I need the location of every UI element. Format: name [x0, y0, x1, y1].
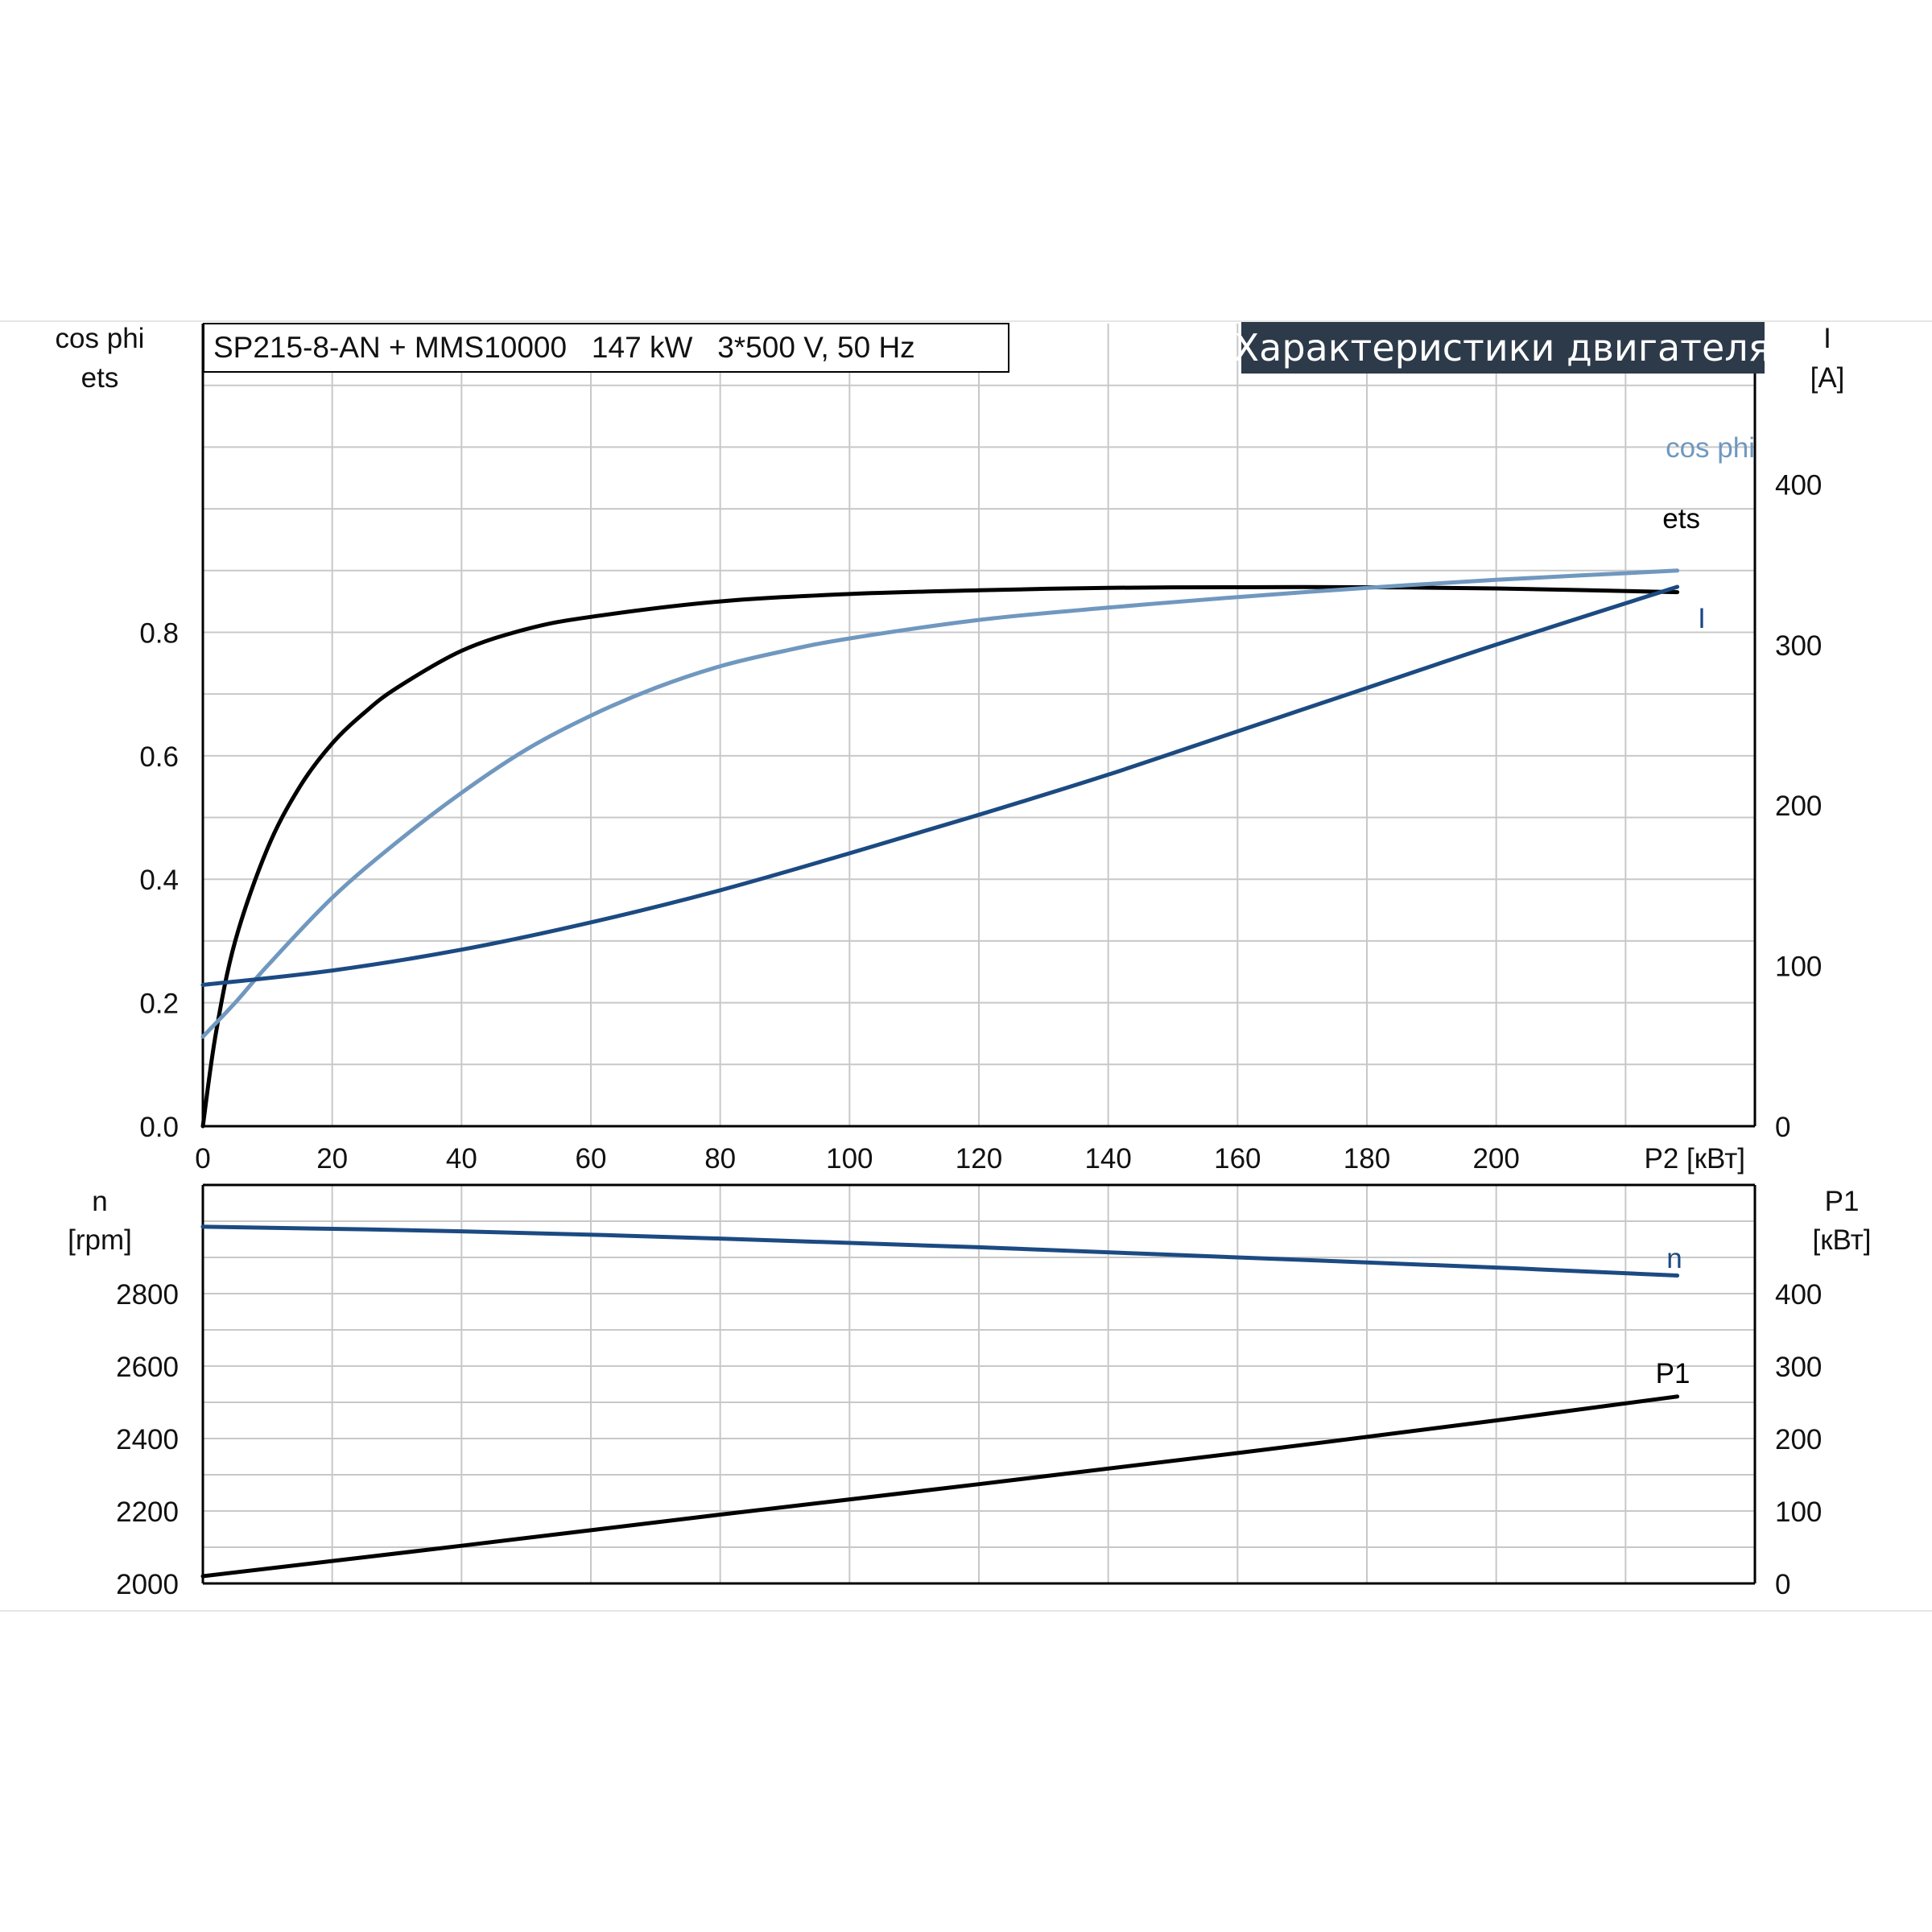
- upper-panel-curves: ets cos phi I: [200, 432, 1755, 1129]
- x-axis-tick-labels: 0 20 40 60 80 100 120 140 160 180 200: [195, 1143, 1520, 1174]
- upper-right-tick-label: 300: [1775, 630, 1822, 662]
- upper-left-tick-labels: 0.0 0.2 0.4 0.6 0.8: [139, 617, 179, 1143]
- lower-right-tick-label: 200: [1775, 1424, 1822, 1455]
- subtitle-badge: [1241, 322, 1765, 374]
- upper-left-tick-label: 0.4: [139, 865, 179, 896]
- curve-i: [200, 584, 1680, 987]
- x-tick-label: 100: [826, 1143, 873, 1174]
- title-box: [203, 323, 1009, 373]
- lower-right-tick-label: 400: [1775, 1279, 1822, 1311]
- lower-left-tick-label: 2000: [116, 1569, 179, 1600]
- x-axis-label: P2 [кВт]: [1644, 1143, 1745, 1174]
- x-tick-label: 80: [704, 1143, 736, 1174]
- lower-right-tick-label: 100: [1775, 1496, 1822, 1528]
- upper-right-tick-label: 400: [1775, 469, 1822, 501]
- x-tick-label: 180: [1344, 1143, 1390, 1174]
- x-tick-label: 20: [316, 1143, 348, 1174]
- lower-left-axis-label-1: n: [92, 1186, 107, 1217]
- lower-panel-curves: n P1: [200, 1224, 1690, 1579]
- upper-left-tick-label: 0.8: [139, 617, 179, 649]
- upper-panel-grid: [202, 324, 1755, 1126]
- x-tick-label: 120: [956, 1143, 1002, 1174]
- upper-right-tick-label: 100: [1775, 952, 1822, 983]
- lower-right-axis-label-1: P1: [1825, 1186, 1860, 1217]
- chart-title: SP215-8-AN + MMS10000 147 kW 3*500 V, 50…: [213, 331, 915, 364]
- x-tick-label: 140: [1084, 1143, 1131, 1174]
- x-tick-label: 40: [446, 1143, 477, 1174]
- x-tick-label: 160: [1214, 1143, 1261, 1174]
- curve-label-n: n: [1666, 1243, 1682, 1274]
- upper-right-axis-label-2: [A]: [1810, 362, 1845, 394]
- curve-cos-phi: [200, 568, 1680, 1039]
- lower-panel-grid: [202, 1185, 1755, 1583]
- lower-right-tick-label: 0: [1775, 1569, 1790, 1600]
- upper-left-tick-label: 0.2: [139, 989, 179, 1020]
- lower-left-axis-label-2: [rpm]: [68, 1224, 132, 1256]
- curve-label-i: I: [1698, 603, 1706, 634]
- upper-right-tick-label: 200: [1775, 791, 1822, 822]
- upper-left-tick-label: 0.0: [139, 1112, 179, 1143]
- lower-left-tick-label: 2600: [116, 1352, 179, 1383]
- band-bottom-border: [0, 1610, 1932, 1612]
- lower-right-tick-label: 300: [1775, 1352, 1822, 1383]
- lower-right-tick-labels: 0 100 200 300 400: [1775, 1279, 1822, 1600]
- curve-p1: [200, 1394, 1680, 1579]
- upper-left-axis-label-1: cos phi: [56, 323, 145, 354]
- lower-left-tick-label: 2400: [116, 1424, 179, 1455]
- band-top-border: [0, 320, 1932, 322]
- upper-right-tick-label: 0: [1775, 1112, 1790, 1143]
- chart-subtitle: Характеристики двигателя: [1234, 326, 1771, 369]
- lower-left-tick-labels: 2000 2200 2400 2600 2800: [116, 1279, 179, 1600]
- upper-right-tick-labels: 0 100 200 300 400: [1775, 469, 1822, 1143]
- upper-left-axis-label-2: ets: [81, 362, 119, 394]
- x-tick-label: 0: [195, 1143, 210, 1174]
- x-tick-label: 60: [576, 1143, 607, 1174]
- upper-right-axis-label-1: I: [1823, 323, 1831, 354]
- curve-label-ets: ets: [1662, 503, 1700, 535]
- lower-left-tick-label: 2200: [116, 1496, 179, 1528]
- lower-right-axis-label-2: [кВт]: [1813, 1224, 1872, 1256]
- curve-n: [200, 1224, 1680, 1278]
- curve-label-cos-phi: cos phi: [1666, 432, 1755, 464]
- upper-left-tick-label: 0.6: [139, 741, 179, 773]
- lower-left-tick-label: 2800: [116, 1279, 179, 1311]
- x-tick-label: 200: [1472, 1143, 1519, 1174]
- curve-label-p1: P1: [1656, 1358, 1690, 1389]
- curve-ets: [200, 584, 1680, 1129]
